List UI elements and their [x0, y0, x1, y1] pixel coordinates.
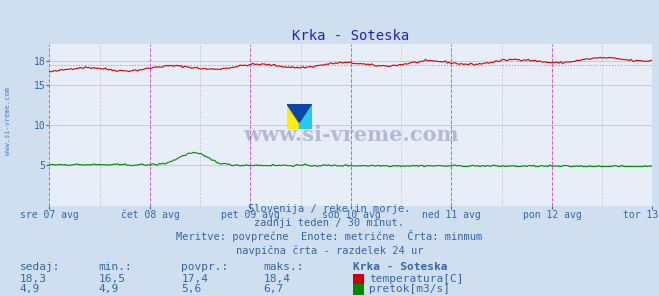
Text: 4,9: 4,9 [99, 284, 119, 295]
Text: 5,6: 5,6 [181, 284, 202, 295]
Text: www.si-vreme.com: www.si-vreme.com [243, 125, 459, 145]
Text: zadnji teden / 30 minut.: zadnji teden / 30 minut. [254, 218, 405, 228]
Bar [299, 104, 312, 129]
Text: 18,3: 18,3 [20, 274, 47, 284]
Text: Krka - Soteska: Krka - Soteska [353, 262, 447, 272]
Text: maks.:: maks.: [264, 262, 304, 272]
Text: navpična črta - razdelek 24 ur: navpična črta - razdelek 24 ur [236, 246, 423, 256]
Title: Krka - Soteska: Krka - Soteska [293, 29, 409, 43]
Text: temperatura[C]: temperatura[C] [369, 274, 463, 284]
Bar [287, 104, 299, 129]
Text: pretok[m3/s]: pretok[m3/s] [369, 284, 450, 295]
Text: 17,4: 17,4 [181, 274, 208, 284]
Text: www.si-vreme.com: www.si-vreme.com [5, 87, 11, 155]
Text: Meritve: povprečne  Enote: metrične  Črta: minmum: Meritve: povprečne Enote: metrične Črta:… [177, 230, 482, 242]
Text: min.:: min.: [99, 262, 132, 272]
Text: povpr.:: povpr.: [181, 262, 229, 272]
Text: sedaj:: sedaj: [20, 262, 60, 272]
Text: 6,7: 6,7 [264, 284, 284, 295]
Text: 18,4: 18,4 [264, 274, 291, 284]
Polygon shape [287, 104, 312, 123]
Text: 4,9: 4,9 [20, 284, 40, 295]
Text: 16,5: 16,5 [99, 274, 126, 284]
Text: Slovenija / reke in morje.: Slovenija / reke in morje. [248, 204, 411, 214]
